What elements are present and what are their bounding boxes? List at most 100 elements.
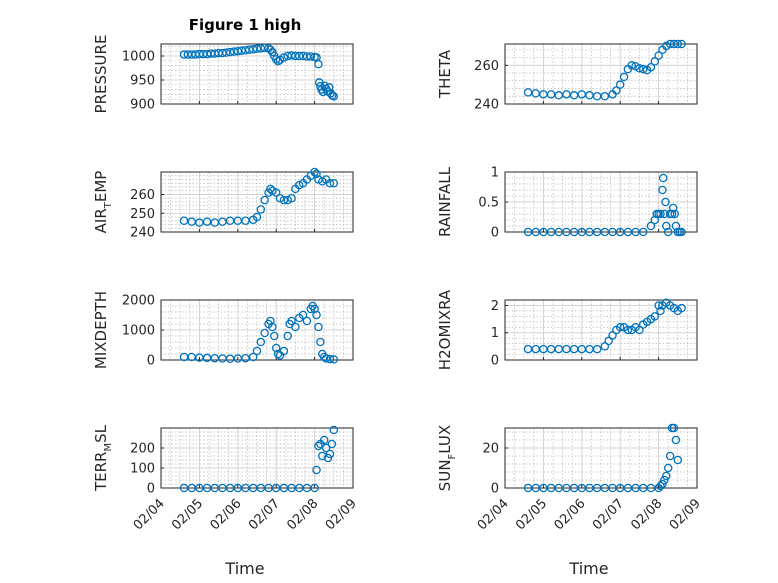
data-point xyxy=(600,342,610,351)
data-point xyxy=(260,43,269,53)
data-point xyxy=(665,451,675,461)
data-point xyxy=(312,169,321,179)
x-tick-label: 02/08 xyxy=(628,496,665,533)
data-point xyxy=(241,353,250,363)
y-tick-label: 1000 xyxy=(122,50,155,65)
data-point xyxy=(658,479,667,489)
y-axis-label-rest: EMP xyxy=(92,171,110,202)
data-point xyxy=(287,316,296,326)
axes-frame xyxy=(160,171,354,233)
y-axis-label: SUNFLUX xyxy=(436,425,458,491)
y-tick-label: 240 xyxy=(130,226,155,241)
data-point xyxy=(677,227,686,237)
y-tick-label: 950 xyxy=(130,74,155,89)
data-point xyxy=(314,441,323,451)
data-point xyxy=(627,61,636,70)
data-point xyxy=(654,51,663,60)
y-tick-label: 240 xyxy=(474,98,499,113)
data-point xyxy=(302,316,312,326)
y-tick-label: 20 xyxy=(482,442,499,457)
y-axis-label: THETA xyxy=(436,49,454,99)
data-point xyxy=(256,205,266,214)
data-point xyxy=(273,57,283,66)
y-tick-label: 2000 xyxy=(122,294,155,309)
y-axis-label-main: MIXDEPTH xyxy=(92,291,110,369)
data-point xyxy=(252,212,262,222)
data-point xyxy=(260,328,269,338)
data-point xyxy=(271,343,281,353)
data-point xyxy=(310,304,319,314)
data-point xyxy=(615,323,625,332)
data-point xyxy=(650,312,660,321)
figure-title: Figure 1 high xyxy=(189,16,302,34)
y-axis-label-subscript: F xyxy=(447,453,458,459)
y-tick-label: 260 xyxy=(474,59,499,74)
data-point xyxy=(328,91,337,100)
data-point xyxy=(283,331,292,341)
data-point xyxy=(608,331,617,340)
axes-frame xyxy=(504,299,698,361)
y-axis-label-main: TERR xyxy=(92,452,110,493)
y-tick-label: 200 xyxy=(130,442,155,457)
data-point xyxy=(615,80,625,89)
data-point xyxy=(669,423,679,433)
data-point xyxy=(658,173,668,183)
x-axis-label-left: Time xyxy=(224,559,264,578)
data-point xyxy=(662,471,671,481)
data-point xyxy=(260,195,269,205)
y-axis-label-main: PRESSURE xyxy=(92,35,110,114)
data-point xyxy=(319,352,329,362)
data-point xyxy=(279,53,289,62)
subplot-terr_msl: 0 100 200 TERRMSL 02/04 02/05 02/06 02/07 02/08 0… xyxy=(92,424,360,533)
data-point xyxy=(256,337,266,347)
axes-frame xyxy=(160,43,354,105)
x-tick-label: 02/05 xyxy=(513,496,550,533)
data-point xyxy=(673,39,683,49)
axes-frame xyxy=(504,43,698,105)
data-point xyxy=(656,209,665,219)
y-axis-label: H2OMIXRA xyxy=(436,289,454,370)
data-point xyxy=(310,483,319,493)
data-point xyxy=(324,82,334,92)
data-point xyxy=(314,322,323,332)
data-point xyxy=(312,310,321,320)
y-axis-label: MIXDEPTH xyxy=(92,291,110,369)
data-point xyxy=(312,465,321,475)
data-point xyxy=(323,453,333,463)
data-point xyxy=(329,355,339,364)
data-point xyxy=(671,221,681,231)
subplot-mixdepth: 0 1000 2000 MIXDEPTH xyxy=(92,291,354,369)
y-axis-label: AIRTEMP xyxy=(92,171,114,234)
data-point xyxy=(677,303,686,313)
y-tick-label: 0 xyxy=(147,354,155,369)
y-tick-label: 1 xyxy=(491,166,499,181)
data-point xyxy=(638,227,648,237)
y-tick-label: 260 xyxy=(130,188,155,203)
data-point xyxy=(325,354,335,364)
data-point xyxy=(266,184,275,194)
y-axis-label-main: SUN xyxy=(436,459,454,491)
y-axis-label-subscript: M xyxy=(103,443,114,452)
x-tick-label: 02/09 xyxy=(323,496,360,533)
data-point xyxy=(662,221,671,231)
y-tick-label: 0 xyxy=(491,354,499,369)
y-tick-label: 0.5 xyxy=(478,196,499,211)
x-tick-label: 02/06 xyxy=(208,496,245,533)
data-point xyxy=(329,425,339,435)
data-point xyxy=(314,59,323,69)
data-point xyxy=(663,463,673,473)
data-point xyxy=(604,336,613,346)
y-axis-label-rest: SL xyxy=(92,424,110,443)
data-point xyxy=(248,352,258,362)
subplot-sun_flux: 0 20 SUNFLUX 02/04 02/05 02/06 02/07 02/08 02/09 xyxy=(436,423,704,533)
x-tick-label: 02/07 xyxy=(246,496,283,533)
data-point xyxy=(266,45,275,55)
data-point xyxy=(646,62,656,72)
y-axis-label: RAINFALL xyxy=(436,166,454,237)
data-point xyxy=(661,197,670,207)
data-point xyxy=(646,221,656,231)
data-point xyxy=(612,86,621,95)
data-point xyxy=(270,331,279,341)
data-point xyxy=(310,167,319,177)
